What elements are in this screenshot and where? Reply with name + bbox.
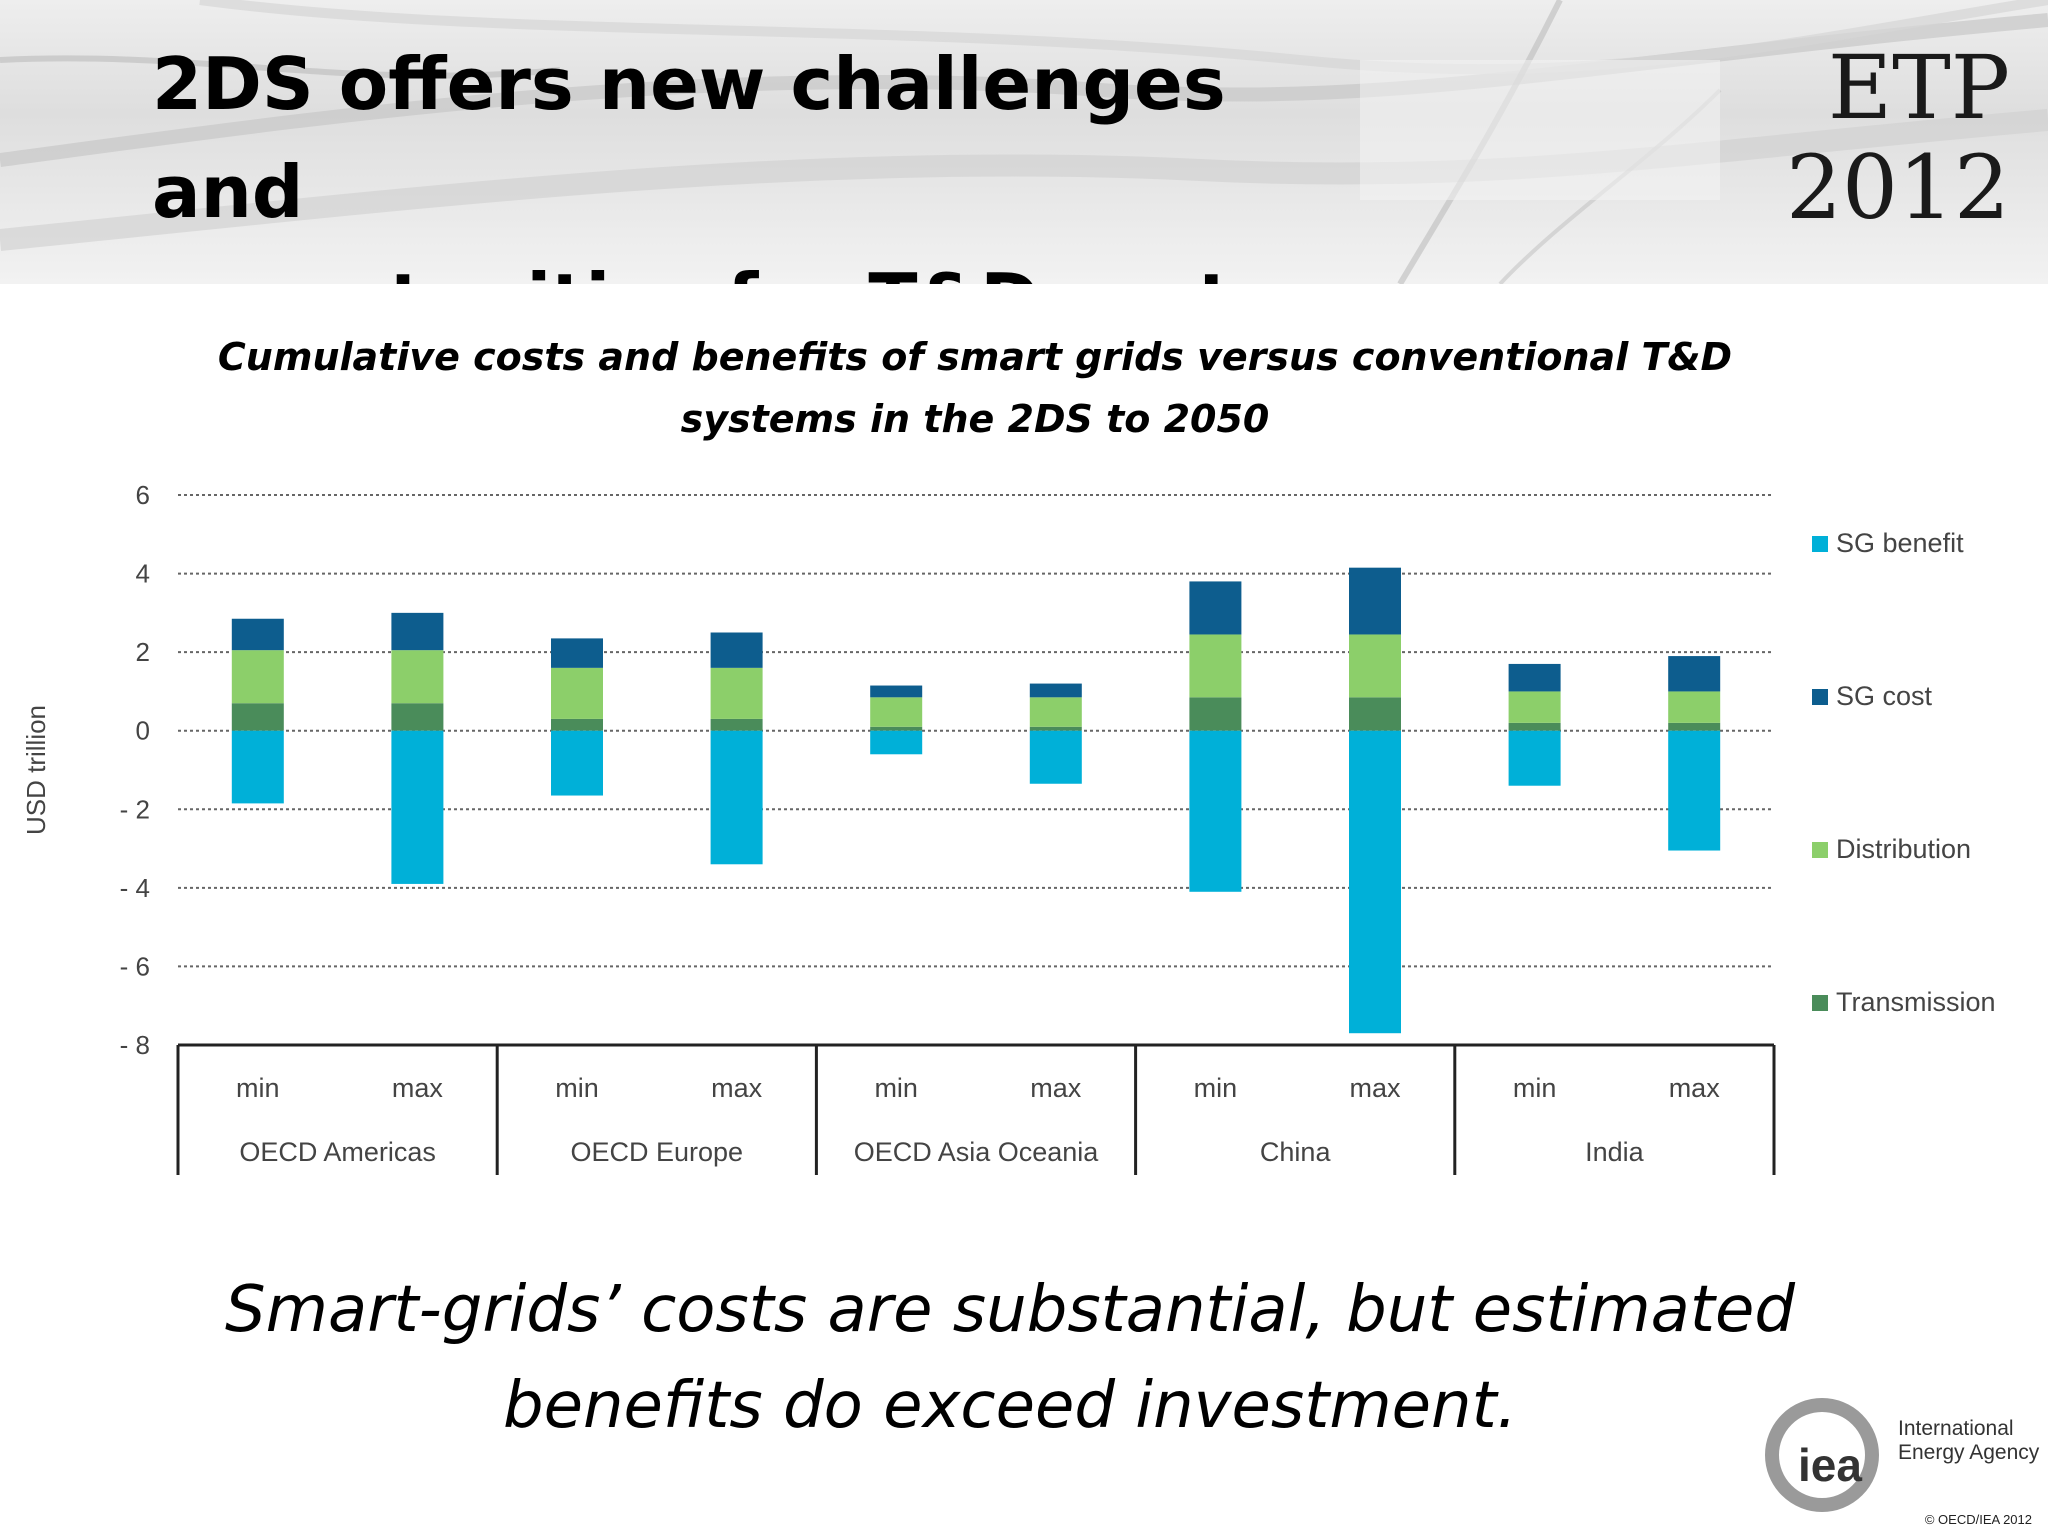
bar-segment-sg-benefit bbox=[1508, 730, 1561, 786]
bars bbox=[231, 567, 1721, 1034]
conclusion-line-2: benefits do exceed investment. bbox=[502, 1369, 1518, 1443]
y-tick-label: - 6 bbox=[120, 951, 150, 981]
bar-segment-sg-benefit bbox=[1349, 730, 1401, 1034]
etp-logo-line-1: ETP bbox=[1827, 36, 2010, 139]
x-tick-label: max bbox=[711, 1073, 763, 1103]
x-tick-label: min bbox=[1194, 1073, 1238, 1103]
bar-segment-sg-benefit bbox=[870, 730, 923, 755]
gridlines bbox=[178, 494, 1774, 968]
y-tick-label: 6 bbox=[136, 480, 150, 510]
bar-segment-sg-benefit bbox=[231, 730, 284, 804]
bar-segment-distribution bbox=[1029, 697, 1082, 727]
bar-segment-sg-cost bbox=[1189, 581, 1242, 635]
y-tick-label: 0 bbox=[136, 716, 150, 746]
x-tick-label: min bbox=[1513, 1073, 1557, 1103]
bar-segment-sg-cost bbox=[1508, 663, 1561, 692]
etp-logo-line-2: 2012 bbox=[1786, 136, 2010, 239]
legend-swatch bbox=[1812, 689, 1828, 705]
bar-segment-transmission bbox=[870, 726, 923, 731]
x-tick-label: max bbox=[1669, 1073, 1721, 1103]
bar-segment-distribution bbox=[391, 650, 444, 704]
bar-segment-sg-benefit bbox=[1668, 730, 1721, 851]
iea-name-line-1: International bbox=[1898, 1417, 2014, 1440]
bar-segment-sg-cost bbox=[1668, 656, 1721, 692]
bar-segment-distribution bbox=[1668, 691, 1721, 723]
conclusion-line-1: Smart-grids’ costs are substantial, but … bbox=[225, 1273, 1795, 1347]
legend-swatch bbox=[1812, 842, 1828, 858]
slide-title-line-1: 2DS offers new challenges and bbox=[152, 42, 1226, 234]
bar-segment-transmission bbox=[1349, 697, 1401, 731]
stacked-bar-chart: 6 4 2 0 - 2 - 4 - 6 - 8 USD trillion min max min max… bbox=[21, 480, 1996, 1175]
bar-segment-distribution bbox=[1349, 634, 1401, 698]
legend-label: SG benefit bbox=[1836, 528, 1964, 558]
x-tick-label: max bbox=[1030, 1073, 1082, 1103]
chart-title-line-2: systems in the 2DS to 2050 bbox=[680, 397, 1270, 441]
iea-logo-mark: iea bbox=[1798, 1439, 1862, 1491]
bar-segment-distribution bbox=[551, 667, 603, 719]
x-tick-label: max bbox=[1349, 1073, 1401, 1103]
bar-segment-transmission bbox=[1029, 726, 1082, 731]
etp-2012-logo: ETP 2012 bbox=[1780, 38, 2010, 238]
axes: 6 4 2 0 - 2 - 4 - 6 - 8 USD trillion min max min max… bbox=[21, 480, 1776, 1175]
bar-segment-sg-cost bbox=[391, 612, 444, 651]
bar-segment-sg-cost bbox=[1029, 683, 1082, 698]
x-tick-label: max bbox=[392, 1073, 444, 1103]
x-tick-label: min bbox=[874, 1073, 918, 1103]
chart-title-line-1: Cumulative costs and benefits of smart g… bbox=[217, 335, 1733, 379]
bar-segment-transmission bbox=[1668, 722, 1721, 731]
bar-segment-transmission bbox=[391, 703, 444, 731]
legend-label: Distribution bbox=[1836, 834, 1971, 864]
y-tick-label: - 4 bbox=[120, 873, 150, 903]
y-tick-label: - 8 bbox=[120, 1030, 150, 1060]
bar-segment-sg-benefit bbox=[1029, 730, 1082, 784]
bar-segment-transmission bbox=[231, 703, 284, 731]
x-tick-label: min bbox=[236, 1073, 280, 1103]
x-group-label: China bbox=[1260, 1137, 1332, 1167]
iea-logo: iea International Energy Agency bbox=[1765, 1398, 2040, 1512]
bar-segment-distribution bbox=[870, 697, 923, 727]
bar-segment-sg-cost bbox=[1349, 567, 1401, 635]
bar-segment-sg-benefit bbox=[710, 730, 763, 865]
legend-swatch bbox=[1812, 536, 1828, 552]
x-tick-label: min bbox=[555, 1073, 599, 1103]
bar-segment-sg-cost bbox=[710, 632, 763, 668]
x-group-label: OECD Europe bbox=[571, 1137, 744, 1167]
legend-label: Transmission bbox=[1836, 987, 1996, 1017]
slide-title-line-2: opportunities for T&D systems bbox=[152, 258, 1399, 284]
bar-segment-distribution bbox=[1189, 634, 1242, 698]
header-background-art bbox=[0, 0, 2048, 284]
y-axis-label: USD trillion bbox=[21, 705, 51, 835]
bar-segment-sg-cost bbox=[551, 638, 603, 668]
slide-header: 2DS offers new challenges and opportunit… bbox=[0, 0, 2048, 284]
legend-swatch bbox=[1812, 995, 1828, 1011]
copyright: © OECD/IEA 2012 bbox=[1924, 1512, 2032, 1527]
y-tick-label: 2 bbox=[136, 637, 150, 667]
slide-title: 2DS offers new challenges and opportunit… bbox=[152, 30, 1402, 284]
bar-segment-transmission bbox=[1189, 697, 1242, 731]
legend: SG benefit SG cost Distribution Transmissio… bbox=[1812, 528, 1996, 1017]
legend-label: SG cost bbox=[1836, 681, 1933, 711]
x-group-label: India bbox=[1585, 1137, 1645, 1167]
bar-segment-transmission bbox=[1508, 722, 1561, 731]
x-group-label: OECD Asia Oceania bbox=[854, 1137, 1100, 1167]
bar-segment-sg-benefit bbox=[391, 730, 444, 884]
bar-segment-transmission bbox=[710, 718, 763, 731]
iea-logo-ring-icon bbox=[1765, 1398, 1879, 1512]
bar-segment-sg-benefit bbox=[1189, 730, 1242, 892]
y-tick-label: 4 bbox=[136, 559, 150, 589]
bar-segment-distribution bbox=[231, 650, 284, 704]
y-tick-label: - 2 bbox=[120, 794, 150, 824]
iea-name-line-2: Energy Agency bbox=[1898, 1441, 2040, 1464]
x-group-label: OECD Americas bbox=[239, 1137, 436, 1167]
chart-title: Cumulative costs and benefits of smart g… bbox=[160, 326, 1790, 450]
bar-segment-transmission bbox=[551, 718, 603, 731]
bar-segment-sg-cost bbox=[870, 685, 923, 698]
bar-segment-distribution bbox=[710, 667, 763, 719]
conclusion-text: Smart-grids’ costs are substantial, but … bbox=[160, 1262, 1860, 1454]
bar-segment-distribution bbox=[1508, 691, 1561, 723]
bar-segment-sg-benefit bbox=[551, 730, 603, 796]
bar-segment-sg-cost bbox=[231, 618, 284, 651]
